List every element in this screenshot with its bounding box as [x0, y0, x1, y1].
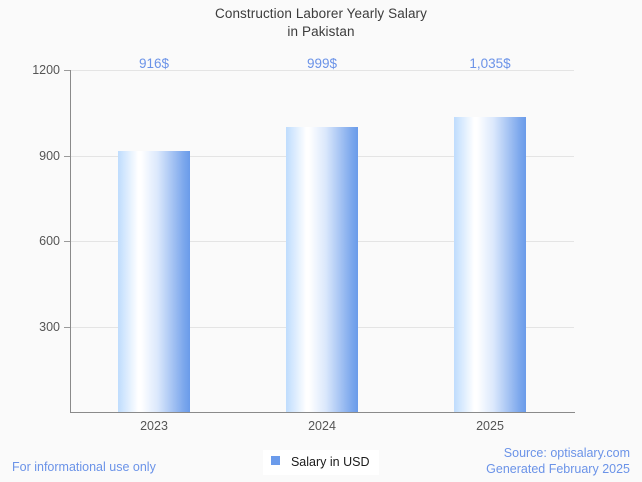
x-axis-line	[70, 412, 575, 413]
legend-swatch-icon	[270, 456, 280, 466]
source-attribution: Source: optisalary.com Generated Februar…	[486, 445, 630, 477]
y-tick-mark	[64, 155, 70, 157]
y-tick-label: 600	[39, 234, 60, 248]
y-tick-mark	[64, 70, 70, 71]
bar-value-label: 999$	[306, 56, 338, 71]
y-tick-mark	[64, 326, 70, 328]
y-axis-line	[70, 70, 71, 413]
y-tick-label: 300	[39, 319, 60, 334]
y-tick-mark	[64, 241, 70, 242]
y-tick-label: 1200	[32, 63, 60, 77]
source-text: Source: optisalary.com	[503, 446, 630, 460]
bar-value-label: 1,035$	[469, 56, 511, 71]
chart-title-line-1: Construction Laborer Yearly Salary	[214, 6, 428, 21]
x-tick-label: 2023	[140, 419, 168, 433]
bar[interactable]	[286, 127, 358, 412]
generated-date-text: Generated February 2025	[486, 462, 630, 476]
x-tick-label: 2024	[308, 419, 336, 433]
chart-title: Construction Laborer Yearly Salary in Pa…	[0, 5, 642, 41]
x-tick-label: 2025	[476, 419, 504, 433]
chart-legend: Salary in USD	[0, 450, 642, 475]
chart-title-line-2: in Pakistan	[287, 24, 355, 39]
legend-item-salary-in-usd[interactable]: Salary in USD	[262, 450, 380, 475]
bar[interactable]	[454, 117, 526, 412]
bar-series-salary-in-usd	[70, 70, 574, 412]
gridline	[70, 70, 574, 71]
disclaimer-text: For informational use only	[12, 460, 156, 474]
y-tick-label: 900	[39, 148, 60, 163]
bar-value-label: 916$	[138, 56, 170, 71]
legend-item-label: Salary in USD	[290, 454, 370, 469]
bar[interactable]	[118, 150, 190, 412]
